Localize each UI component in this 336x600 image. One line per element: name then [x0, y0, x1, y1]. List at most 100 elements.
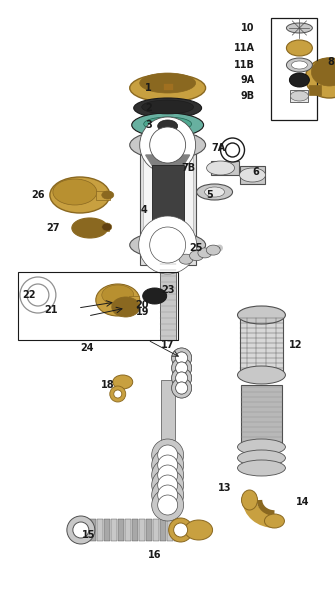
Circle shape [172, 368, 192, 388]
Ellipse shape [264, 514, 285, 528]
Bar [241, 385, 283, 445]
Ellipse shape [289, 73, 309, 87]
Circle shape [152, 439, 184, 471]
Bar [125, 519, 131, 541]
Bar [83, 519, 89, 541]
Circle shape [27, 284, 49, 306]
Ellipse shape [238, 460, 285, 476]
Circle shape [220, 138, 245, 162]
Circle shape [172, 348, 192, 368]
Circle shape [172, 368, 192, 388]
Circle shape [174, 523, 187, 537]
Ellipse shape [132, 113, 204, 137]
Bar [18, 272, 178, 340]
Circle shape [139, 216, 197, 274]
Ellipse shape [144, 117, 192, 131]
Circle shape [176, 372, 187, 384]
Ellipse shape [305, 58, 336, 98]
Circle shape [152, 469, 184, 501]
Circle shape [225, 143, 240, 157]
Ellipse shape [53, 179, 97, 205]
Circle shape [176, 382, 187, 394]
Text: 18: 18 [101, 380, 115, 390]
Circle shape [150, 227, 185, 263]
Text: 3: 3 [145, 120, 152, 130]
Ellipse shape [130, 74, 206, 102]
Circle shape [114, 390, 122, 398]
Text: 22: 22 [22, 290, 36, 300]
Circle shape [20, 277, 56, 313]
Circle shape [172, 378, 192, 398]
Circle shape [152, 459, 184, 491]
Circle shape [152, 479, 184, 511]
Ellipse shape [96, 284, 140, 316]
Text: 5: 5 [207, 190, 213, 200]
Text: 23: 23 [162, 285, 175, 295]
Ellipse shape [130, 232, 206, 258]
Ellipse shape [205, 187, 224, 197]
Bar [290, 90, 308, 102]
Ellipse shape [140, 73, 196, 93]
Circle shape [110, 386, 126, 402]
Ellipse shape [102, 223, 112, 231]
Circle shape [172, 348, 192, 368]
Circle shape [172, 378, 192, 398]
Bar [211, 161, 239, 175]
Polygon shape [146, 155, 190, 168]
Text: 21: 21 [44, 305, 58, 315]
Text: 8: 8 [327, 57, 334, 67]
Bar [143, 135, 193, 255]
Text: 27: 27 [46, 223, 60, 233]
Circle shape [176, 362, 187, 374]
Bar [129, 296, 139, 304]
Bar [139, 519, 145, 541]
Bar [160, 519, 166, 541]
Text: 2: 2 [145, 103, 152, 113]
Ellipse shape [238, 306, 285, 324]
Ellipse shape [158, 120, 178, 132]
Text: 14: 14 [296, 497, 310, 507]
Text: 24: 24 [80, 343, 93, 353]
Ellipse shape [240, 168, 265, 182]
Circle shape [169, 518, 193, 542]
Text: 1: 1 [145, 83, 152, 93]
Text: 7B: 7B [181, 163, 196, 173]
Text: 10: 10 [241, 23, 254, 33]
Ellipse shape [197, 184, 233, 200]
Bar [309, 85, 321, 95]
Circle shape [158, 465, 178, 485]
Circle shape [172, 358, 192, 378]
Bar [240, 166, 265, 184]
Ellipse shape [286, 58, 312, 72]
Text: 6: 6 [252, 167, 259, 177]
Bar [118, 519, 124, 541]
Circle shape [158, 495, 178, 515]
Bar [153, 519, 159, 541]
Ellipse shape [142, 100, 194, 114]
Ellipse shape [130, 131, 206, 159]
Text: 20: 20 [136, 300, 149, 310]
Circle shape [176, 382, 187, 394]
Bar [152, 165, 184, 225]
Bar [160, 250, 176, 340]
Circle shape [67, 516, 95, 544]
Circle shape [158, 485, 178, 505]
Text: 13: 13 [218, 483, 231, 493]
Ellipse shape [290, 91, 308, 101]
Text: 26: 26 [31, 190, 45, 200]
Text: 17: 17 [161, 340, 175, 350]
Bar [146, 519, 152, 541]
Circle shape [176, 352, 187, 364]
Text: 11A: 11A [234, 43, 254, 53]
Ellipse shape [238, 450, 285, 466]
Text: 25: 25 [190, 243, 203, 253]
Text: 15: 15 [82, 530, 95, 540]
Bar [90, 519, 96, 541]
Bar [132, 519, 138, 541]
Ellipse shape [143, 288, 167, 304]
Text: 7A: 7A [212, 143, 226, 153]
Ellipse shape [311, 58, 336, 86]
Bar [111, 519, 117, 541]
Text: 4: 4 [141, 205, 148, 215]
Text: 9A: 9A [240, 75, 254, 85]
